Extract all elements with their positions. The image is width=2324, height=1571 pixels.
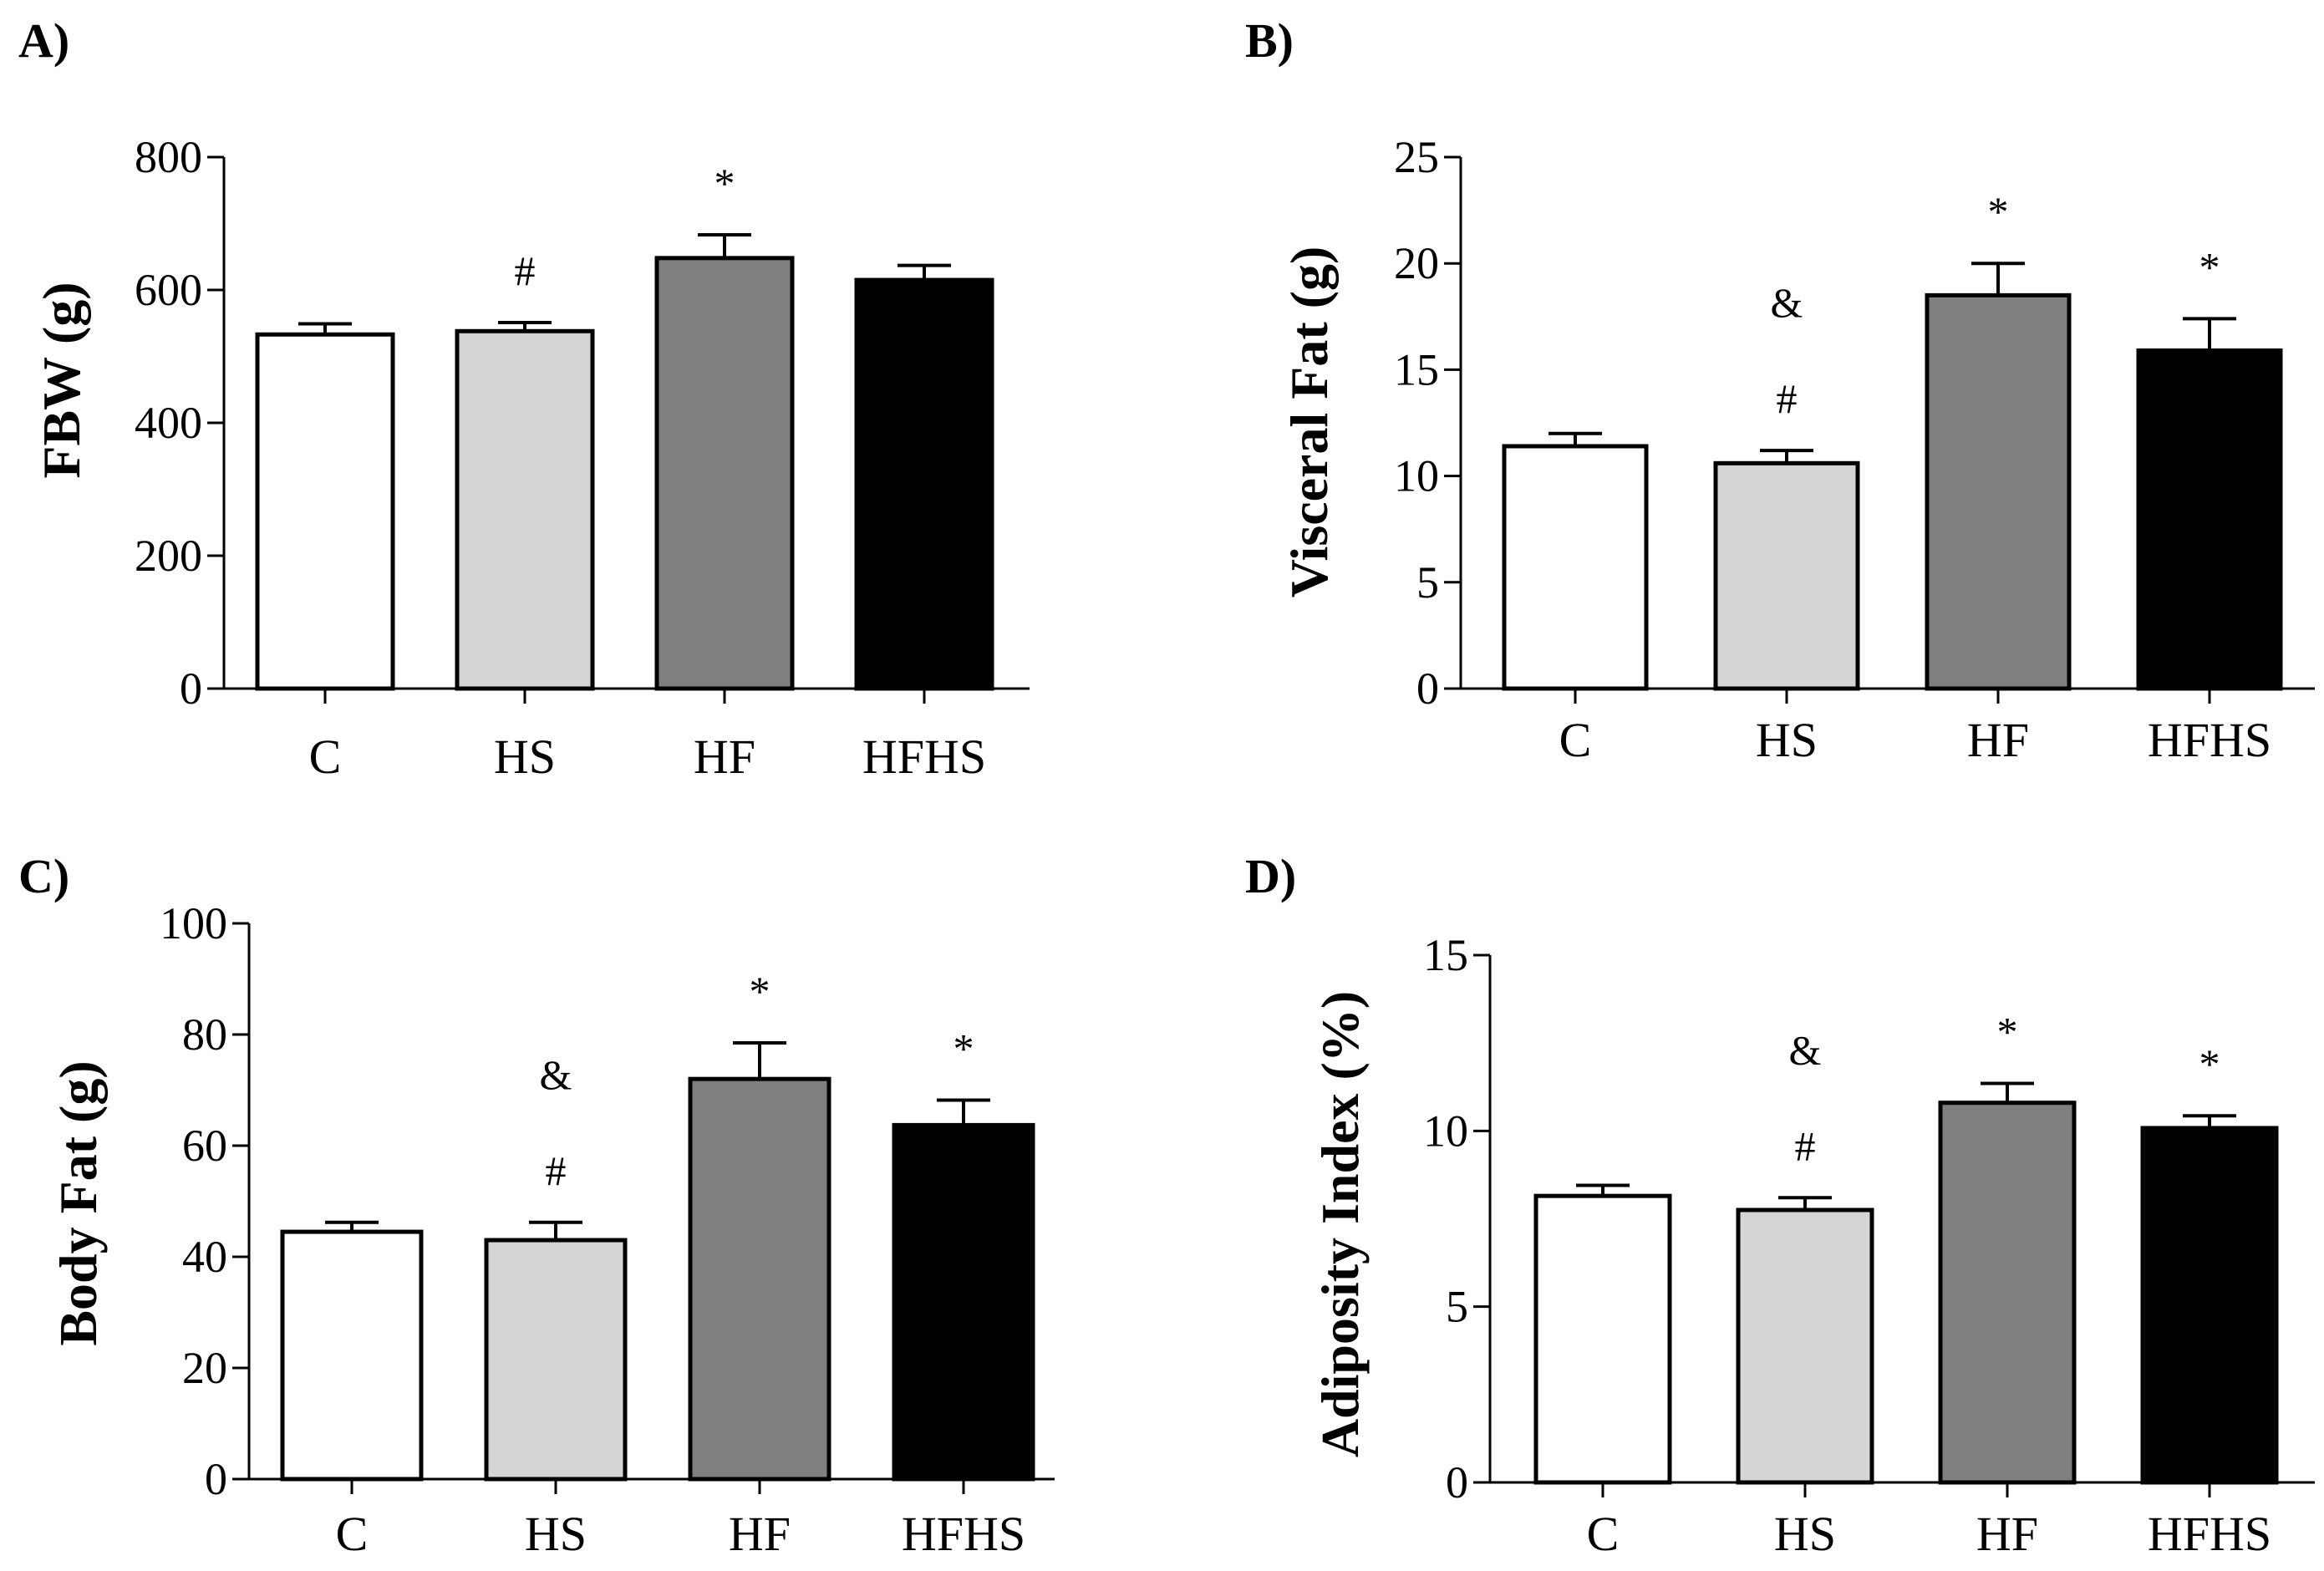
panel-label: A) (18, 13, 69, 68)
bar-hfhs (2140, 1126, 2279, 1485)
significance-hash: # (515, 247, 536, 294)
bar-c (255, 332, 395, 691)
bar-hf (654, 256, 795, 691)
significance-ampersand: & (1771, 279, 1803, 326)
y-tick-label: 20 (182, 1343, 227, 1393)
significance-asterisk: * (1997, 1009, 2018, 1055)
significance-hash: # (1777, 375, 1798, 422)
y-axis-label: Adiposity Index (%) (1310, 991, 1370, 1457)
bar-hfhs (892, 1122, 1035, 1482)
significance-ampersand: & (1789, 1026, 1822, 1073)
y-tick-label: 400 (135, 398, 202, 448)
bar-hf (1925, 292, 2072, 691)
significance-asterisk: * (2199, 243, 2220, 290)
panel-c: C) Body Fat (g) 0 20 40 60 80 100 C HS # & HF * HFHS * (18, 849, 1055, 1561)
y-axis-label: Body Fat (g) (48, 1060, 108, 1345)
y-tick-label: 15 (1394, 344, 1439, 394)
x-tick-label: HS (1774, 1507, 1836, 1561)
y-tick-label: 0 (180, 663, 202, 714)
panel-label: C) (18, 849, 69, 903)
bar-hs (455, 328, 595, 691)
y-tick-label: 0 (205, 1454, 227, 1504)
significance-asterisk: * (2199, 1040, 2220, 1087)
panel-label: B) (1245, 13, 1294, 68)
y-tick-label: 60 (182, 1121, 227, 1171)
y-tick-label: 600 (135, 265, 202, 315)
bar-c (280, 1229, 424, 1482)
significance-hash: # (546, 1147, 567, 1194)
bar-hs (484, 1238, 628, 1482)
panel-a: A) FBW (g) 0 200 400 600 800 C HS # HF * HFHS (18, 13, 1030, 784)
significance-asterisk: * (1988, 188, 2009, 235)
x-tick-label: HS (494, 730, 556, 784)
y-tick-label: 100 (160, 898, 227, 948)
x-tick-label: HFHS (2148, 713, 2271, 767)
panel-label: D) (1245, 849, 1296, 903)
bar-hfhs (2136, 348, 2283, 691)
y-tick-label: 5 (1416, 557, 1439, 608)
bar-c (1502, 444, 1649, 691)
y-tick-label: 0 (1446, 1457, 1468, 1507)
significance-asterisk: * (750, 968, 770, 1014)
significance-hash: # (1795, 1122, 1816, 1169)
x-tick-label: C (309, 730, 342, 784)
y-tick-label: 80 (182, 1009, 227, 1060)
panel-d: D) Adiposity Index (%) 0 5 10 15 C HS # & HF * HFHS * (1245, 849, 2315, 1561)
panel-b: B) Visceral Fat (g) 0 5 10 15 20 25 C HS # & HF * HFHS… (1245, 13, 2315, 767)
significance-ampersand: & (540, 1051, 572, 1098)
x-tick-label: C (1559, 713, 1592, 767)
significance-asterisk: * (954, 1024, 974, 1071)
x-tick-label: HS (525, 1507, 587, 1561)
x-tick-label: HF (694, 730, 755, 784)
y-tick-label: 800 (135, 132, 202, 182)
x-tick-label: C (1587, 1507, 1620, 1561)
bar-hf (1938, 1101, 2077, 1485)
y-tick-label: 10 (1394, 451, 1439, 501)
x-tick-label: HF (1967, 713, 2029, 767)
y-axis-label: Visceral Fat (g) (1279, 247, 1339, 598)
bar-hfhs (854, 277, 994, 691)
y-tick-label: 25 (1394, 132, 1439, 182)
bar-hs (1736, 1207, 1874, 1485)
y-tick-label: 20 (1394, 238, 1439, 288)
y-axis-label: FBW (g) (32, 282, 91, 478)
y-tick-label: 15 (1423, 930, 1468, 980)
x-tick-label: HFHS (2148, 1507, 2271, 1561)
bar-hs (1713, 460, 1860, 691)
x-tick-label: HFHS (902, 1507, 1025, 1561)
x-tick-label: C (336, 1507, 369, 1561)
x-tick-label: HF (1976, 1507, 2038, 1561)
x-tick-label: HF (729, 1507, 791, 1561)
x-tick-label: HFHS (862, 730, 986, 784)
significance-asterisk: * (714, 160, 735, 206)
bar-c (1533, 1193, 1672, 1485)
y-tick-label: 0 (1416, 663, 1439, 714)
x-tick-label: HS (1756, 713, 1818, 767)
bar-hf (688, 1076, 831, 1482)
y-tick-label: 200 (135, 531, 202, 581)
y-tick-label: 10 (1423, 1106, 1468, 1156)
y-tick-label: 5 (1446, 1282, 1468, 1332)
y-tick-label: 40 (182, 1232, 227, 1282)
